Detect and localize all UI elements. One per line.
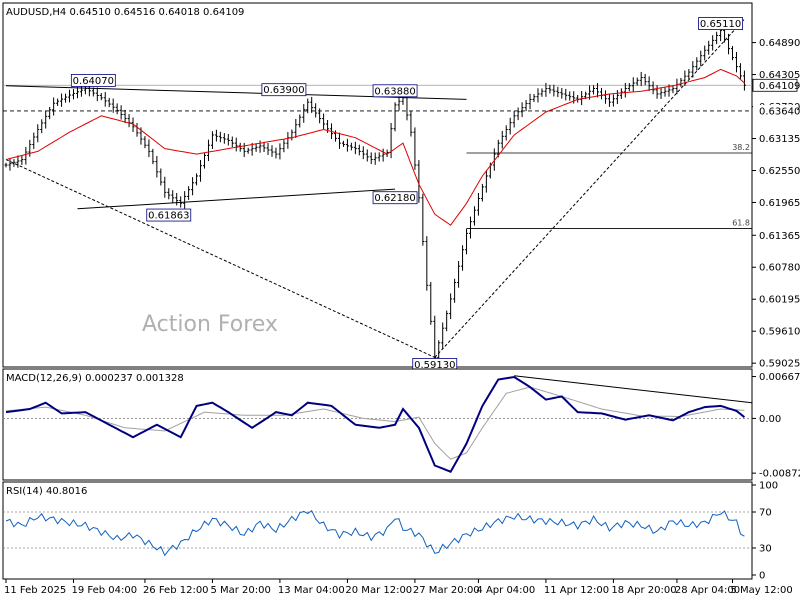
support-level-box: [753, 104, 797, 117]
rsi-tick-label: 0: [759, 571, 765, 582]
price-annotation-label: 0.61863: [148, 211, 189, 222]
trendline-2: [77, 188, 396, 210]
macd-panel: MACD(12,26,9) 0.000237 0.001328 0.006675…: [2, 368, 800, 481]
price-annotation-label: 0.63900: [263, 85, 304, 96]
ma-series: [5, 68, 745, 226]
macd-lines: [3, 375, 753, 473]
time-tick-label: 4 Apr 04:00: [476, 585, 535, 596]
time-tick-label: 20 Mar 12:00: [345, 585, 412, 596]
time-tick-label: 18 Apr 20:00: [611, 585, 676, 596]
time-tick-label: 5 Mar 20:00: [210, 585, 270, 596]
macd-tick-label: 0.006675: [759, 372, 800, 383]
time-tick-label: 27 Mar 20:00: [413, 585, 480, 596]
rsi-tick-label: 70: [759, 508, 772, 519]
time-tick-label: 28 Apr 04:00: [675, 585, 740, 596]
price-annotations: 0.64070 0.63900 0.63880 0.62180 0.61863 0.591…: [70, 17, 743, 371]
time-tick-label: 26 Feb 12:00: [143, 585, 209, 596]
moving-average-line: [5, 68, 745, 226]
watermark: Action Forex: [142, 312, 278, 337]
time-tick-label: 11 Apr 12:00: [544, 585, 609, 596]
price-annotation-box: [372, 84, 418, 98]
macd-axis: 0.006675 0.00 -0.008724: [752, 372, 800, 480]
support-level-label: 0.63640: [759, 106, 800, 117]
price-tick-label: 0.59610: [759, 327, 800, 338]
time-tick-label: 19 Feb 04:00: [71, 585, 137, 596]
rsi-tick-label: 30: [759, 544, 772, 555]
price-annotation-box: [261, 83, 307, 97]
price-tick-label: 0.60195: [759, 295, 800, 306]
fib-levels: 38.2 61.8: [466, 143, 752, 229]
price-axis: 0.648900.643050.637200.631350.625500.619…: [752, 38, 800, 370]
current-price-label: 0.64109: [759, 81, 800, 92]
time-tick-label: 13 Mar 04:00: [278, 585, 345, 596]
price-annotation-box: [146, 208, 192, 222]
time-axis: 11 Feb 2025 19 Feb 04:00 26 Feb 12:00 5 Mar…: [4, 579, 793, 596]
price-annotation-box: [70, 74, 116, 87]
current-price-box: [752, 78, 798, 92]
price-tick-label: 0.62550: [759, 166, 800, 177]
rsi-panel: RSI(14) 40.8016 100 70 30 0: [2, 481, 778, 582]
trendline-3: [5, 159, 435, 358]
price-panel-frame: [2, 2, 753, 368]
price-annotation-box: [698, 17, 743, 30]
macd-tick-label: -0.008724: [759, 469, 800, 480]
price-annotation-box: [372, 191, 418, 205]
price-tick-label: 0.64305: [759, 70, 800, 81]
macd-title: MACD(12,26,9) 0.000237 0.001328: [6, 373, 184, 384]
rsi-title: RSI(14) 40.8016: [6, 486, 87, 497]
rsi-axis: 100 70 30 0: [752, 481, 778, 582]
price-annotation-label: 0.63880: [374, 86, 415, 97]
price-tick-label: 0.61365: [759, 231, 800, 242]
price-annotation-label: 0.65110: [700, 19, 741, 30]
price-tick-label: 0.60780: [759, 263, 800, 274]
price-tick-label: 0.63135: [759, 134, 800, 145]
fib-level-label: 38.2: [732, 143, 750, 152]
macd-trendline: [514, 375, 753, 404]
rsi-panel-frame: [2, 481, 753, 580]
macd-signal-line: [5, 386, 745, 460]
price-annotation-label: 0.64070: [73, 76, 114, 87]
price-tick-label: 0.59025: [759, 359, 800, 370]
price-tick-label: 0.61965: [759, 198, 800, 209]
time-tick-label: 5 May 12:00: [731, 585, 793, 596]
price-annotation-label: 0.59130: [414, 360, 455, 371]
rsi-line: [5, 509, 745, 557]
price-panel: AUDUSD,H4 0.64510 0.64516 0.64018 0.6410…: [2, 2, 800, 371]
fib-level-label: 61.8: [732, 218, 750, 227]
symbol-header: AUDUSD,H4 0.64510 0.64516 0.64018 0.6410…: [6, 7, 244, 18]
macd-tick-label: 0.00: [759, 414, 781, 425]
macd-panel-frame: [2, 368, 753, 481]
time-tick-label: 11 Feb 2025: [4, 585, 66, 596]
price-tick-label: 0.64890: [759, 38, 800, 49]
rsi-tick-label: 100: [759, 481, 778, 492]
rsi-lines: [3, 509, 752, 557]
macd-line: [5, 375, 746, 473]
price-annotation-label: 0.62180: [374, 193, 415, 204]
